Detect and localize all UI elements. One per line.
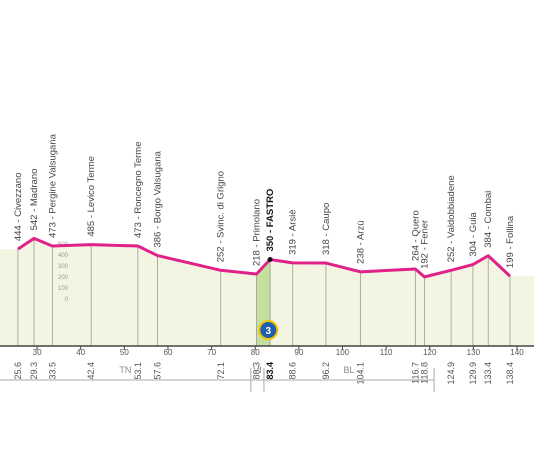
km-label: 116.7 xyxy=(410,362,420,384)
point-label: 485 - Levico Terme xyxy=(86,156,97,237)
x-tick-label: 80 xyxy=(251,348,260,357)
x-tick-label: 60 xyxy=(164,348,173,357)
km-label: 133.4 xyxy=(483,362,493,385)
x-tick-label: 110 xyxy=(380,348,393,357)
km-label: 53.1 xyxy=(133,362,143,380)
point-label: 319 - Arsiè xyxy=(288,209,299,254)
region-label: VI xyxy=(253,365,262,375)
km-label: 29.3 xyxy=(29,362,39,380)
summit-dot xyxy=(267,257,273,262)
x-tick-label: 30 xyxy=(33,348,42,357)
climb-marker-number: 3 xyxy=(266,326,272,337)
point-label: 252 - Svinc. di Grigno xyxy=(216,171,227,262)
point-label: 252 - Valdobbiadene xyxy=(446,175,457,262)
x-tick-label: 50 xyxy=(120,348,129,357)
x-tick-label: 70 xyxy=(207,348,216,357)
km-label: 57.6 xyxy=(152,362,162,380)
region-label: TN xyxy=(119,365,131,375)
km-label: 72.1 xyxy=(216,362,226,380)
point-label: 384 - Combai xyxy=(483,191,494,248)
point-label: 350 - FASTRO xyxy=(265,189,276,252)
climb-marker xyxy=(258,320,279,340)
region-label: BL xyxy=(344,365,355,375)
km-label: 88.6 xyxy=(288,362,298,380)
km-label: 118.8 xyxy=(419,362,429,384)
point-label: 199 - Follina xyxy=(505,215,516,268)
point-label: 473 - Roncegno Terme xyxy=(133,142,144,238)
x-tick-label: 120 xyxy=(423,348,437,357)
point-label: 218 - Primolano xyxy=(252,199,263,266)
y-tick-label: 200 xyxy=(58,275,69,281)
y-tick-label: 100 xyxy=(58,286,69,292)
point-label: 238 - Arzù xyxy=(355,221,366,264)
km-label: 104.1 xyxy=(355,362,365,385)
y-tick-label: 0 xyxy=(65,297,69,303)
point-label: 264 - Quero xyxy=(410,210,421,261)
x-tick-label: 140 xyxy=(510,348,524,357)
km-label: 80.3 xyxy=(252,362,262,380)
km-label: 138.4 xyxy=(505,362,515,385)
x-tick-label: 100 xyxy=(336,348,350,357)
km-label: 124.9 xyxy=(446,362,456,385)
point-label: 318 - Caupo xyxy=(321,203,332,255)
point-label: 473 - Pergine Valsugana xyxy=(47,133,58,238)
point-label: 304 - Guia xyxy=(468,211,479,256)
x-tick-label: 90 xyxy=(294,348,303,357)
point-label: 192 - Fener xyxy=(419,220,430,269)
point-label: 542 - Madrano xyxy=(29,169,40,231)
km-label: 129.9 xyxy=(468,362,478,385)
point-label: 386 - Borgo Valsugana xyxy=(152,150,163,247)
y-tick-label: 300 xyxy=(58,264,69,270)
km-label: 25.6 xyxy=(13,362,23,380)
y-tick-label: 400 xyxy=(58,253,69,259)
point-label: 444 - Civezzano xyxy=(13,173,24,242)
x-tick-label: 130 xyxy=(467,348,481,357)
km-label: 33.5 xyxy=(47,362,57,380)
profile-line xyxy=(17,236,512,279)
km-label: 42.4 xyxy=(86,362,96,380)
x-tick-label: 40 xyxy=(76,348,85,357)
km-label: 96.2 xyxy=(321,362,331,380)
km-label: 83.4 xyxy=(265,362,275,380)
